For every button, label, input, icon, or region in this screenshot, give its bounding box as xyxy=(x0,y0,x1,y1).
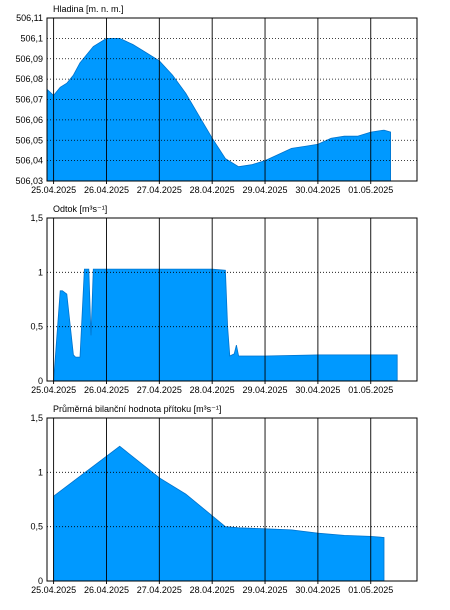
x-tick-label: 29.04.2025 xyxy=(243,185,288,195)
x-tick-label: 26.04.2025 xyxy=(84,385,129,395)
y-tick-label: 0 xyxy=(38,376,43,386)
y-tick-label: 506,11 xyxy=(16,13,43,23)
x-tick-label: 28.04.2025 xyxy=(190,385,235,395)
y-tick-label: 506,06 xyxy=(15,115,43,125)
y-tick-label: 506,07 xyxy=(15,95,43,105)
x-tick-label: 30.04.2025 xyxy=(295,585,340,595)
x-tick-label: 01.05.2025 xyxy=(348,385,393,395)
chart-panel-1: Hladina [m. n. m.] 506,03 506,04 506,05 506,… xyxy=(15,4,418,195)
y-tick-label: 0 xyxy=(38,576,43,586)
x-tick-label: 27.04.2025 xyxy=(137,585,182,595)
x-tick-label: 01.05.2025 xyxy=(348,185,393,195)
x-tick-label: 25.04.2025 xyxy=(31,585,76,595)
x-tick-label: 28.04.2025 xyxy=(190,185,235,195)
y-tick-label: 1 xyxy=(38,267,43,277)
chart-panel-3: Průměrná bilanční hodnota přítoku [m³s⁻¹… xyxy=(30,404,418,595)
y-tick-label: 1,5 xyxy=(30,413,43,423)
x-tick-label: 28.04.2025 xyxy=(190,585,235,595)
plot-frame xyxy=(46,217,418,382)
plot-frame xyxy=(46,417,418,582)
series-area xyxy=(46,38,391,182)
y-tick-label: 506,1 xyxy=(20,33,43,43)
plot-frame xyxy=(46,17,418,182)
series-area xyxy=(53,445,385,582)
y-tick-label: 506,08 xyxy=(15,74,43,84)
chart-title: Průměrná bilanční hodnota přítoku [m³s⁻¹… xyxy=(53,404,221,414)
y-tick-label: 1 xyxy=(38,467,43,477)
x-tick-label: 29.04.2025 xyxy=(243,385,288,395)
x-tick-label: 01.05.2025 xyxy=(348,585,393,595)
y-tick-label: 506,05 xyxy=(15,135,43,145)
x-tick-label: 29.04.2025 xyxy=(243,585,288,595)
chart-panel-2: Odtok [m³s⁻¹] 0 0,5 1 1,5 25.04.2025 26.04.202… xyxy=(30,204,418,395)
y-tick-label: 506,04 xyxy=(15,156,43,166)
x-tick-label: 25.04.2025 xyxy=(31,385,76,395)
x-tick-label: 26.04.2025 xyxy=(84,585,129,595)
chart-title: Hladina [m. n. m.] xyxy=(53,4,124,14)
y-tick-label: 506,03 xyxy=(15,176,43,186)
y-tick-label: 0,5 xyxy=(30,322,43,332)
x-tick-label: 27.04.2025 xyxy=(137,185,182,195)
series-area xyxy=(53,268,398,382)
y-tick-label: 506,09 xyxy=(15,54,43,64)
x-tick-label: 25.04.2025 xyxy=(31,185,76,195)
y-tick-label: 0,5 xyxy=(30,522,43,532)
x-tick-label: 30.04.2025 xyxy=(295,385,340,395)
y-tick-label: 1,5 xyxy=(30,213,43,223)
x-tick-label: 27.04.2025 xyxy=(137,385,182,395)
chart-title: Odtok [m³s⁻¹] xyxy=(53,204,107,214)
x-tick-label: 26.04.2025 xyxy=(84,185,129,195)
x-tick-label: 30.04.2025 xyxy=(295,185,340,195)
